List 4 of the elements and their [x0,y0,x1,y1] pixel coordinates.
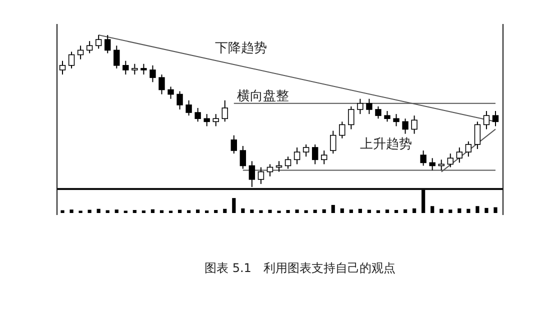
annotation: 横向盘整 [237,89,289,104]
annotation: 图表 5.1 利用图表支持自己的观点 [204,261,396,275]
annotation: 上升趋势 [360,137,412,152]
annotation: 下降趋势 [215,41,267,56]
